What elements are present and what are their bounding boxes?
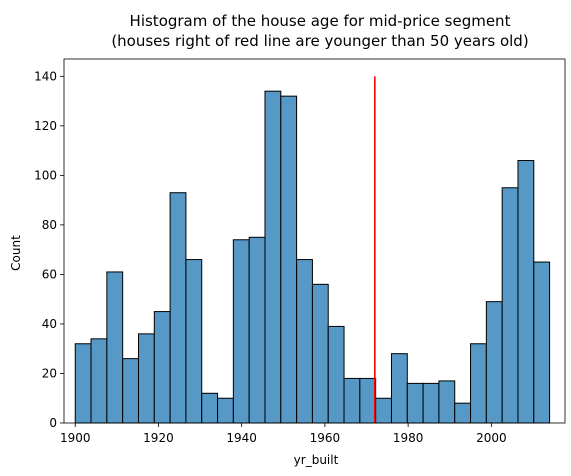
histogram-bar: [438, 380, 456, 424]
x-tick-label: 1980: [393, 431, 424, 445]
histogram-bar: [296, 259, 313, 424]
y-tick-label: 60: [42, 267, 57, 281]
x-axis-label: yr_built: [294, 453, 339, 467]
histogram-bar: [422, 382, 440, 424]
y-tick-label: 120: [34, 119, 57, 133]
histogram-bar: [501, 187, 519, 424]
histogram-bar: [90, 338, 108, 424]
x-tick-label: 2000: [476, 431, 507, 445]
histogram-bar: [327, 325, 345, 424]
x-tick-label: 1960: [310, 431, 341, 445]
histogram-bar: [201, 392, 219, 424]
histogram-bar: [485, 301, 503, 424]
x-tick-label: 1940: [226, 431, 257, 445]
histogram-bar: [343, 377, 361, 424]
y-tick-label: 40: [42, 317, 57, 331]
y-axis-ticks: 0 20 40 60 80 100 120 140: [34, 69, 64, 430]
histogram-bar: [232, 239, 250, 424]
plot-frame: [63, 58, 566, 424]
histogram-bar: [264, 90, 282, 424]
histogram-bar: [122, 358, 139, 424]
y-tick-label: 140: [34, 69, 57, 83]
histogram-bar: [248, 236, 266, 424]
y-tick-label: 100: [34, 168, 57, 182]
x-tick-label: 1920: [143, 431, 174, 445]
histogram-bar: [280, 95, 298, 424]
x-axis-ticks: 1900 1920 1940 1960 1980 2000: [60, 423, 507, 445]
histogram-bar: [470, 343, 487, 424]
histogram-bar: [185, 259, 203, 424]
chart-subtitle: (houses right of red line are younger th…: [111, 32, 528, 50]
histogram-bar: [390, 353, 408, 424]
histogram-bar: [375, 397, 392, 424]
y-tick-label: 0: [49, 416, 57, 430]
histogram-bar: [153, 311, 171, 424]
histogram-bar: [311, 283, 329, 424]
bars-group: [74, 90, 551, 424]
histogram-bar: [137, 333, 155, 424]
histogram-bar: [454, 402, 472, 424]
histogram-bar: [169, 192, 187, 424]
y-tick-label: 80: [42, 218, 57, 232]
histogram-bar: [533, 261, 551, 424]
histogram-bar: [517, 160, 535, 424]
histogram-bar: [106, 271, 124, 424]
histogram-bar: [217, 397, 234, 424]
chart-title: Histogram of the house age for mid-price…: [130, 12, 511, 30]
histogram-bar: [406, 382, 424, 424]
y-axis-label: Count: [9, 235, 23, 271]
histogram-bar: [359, 377, 377, 424]
histogram-bar: [74, 343, 92, 424]
x-tick-label: 1900: [60, 431, 91, 445]
y-tick-label: 20: [42, 366, 57, 380]
